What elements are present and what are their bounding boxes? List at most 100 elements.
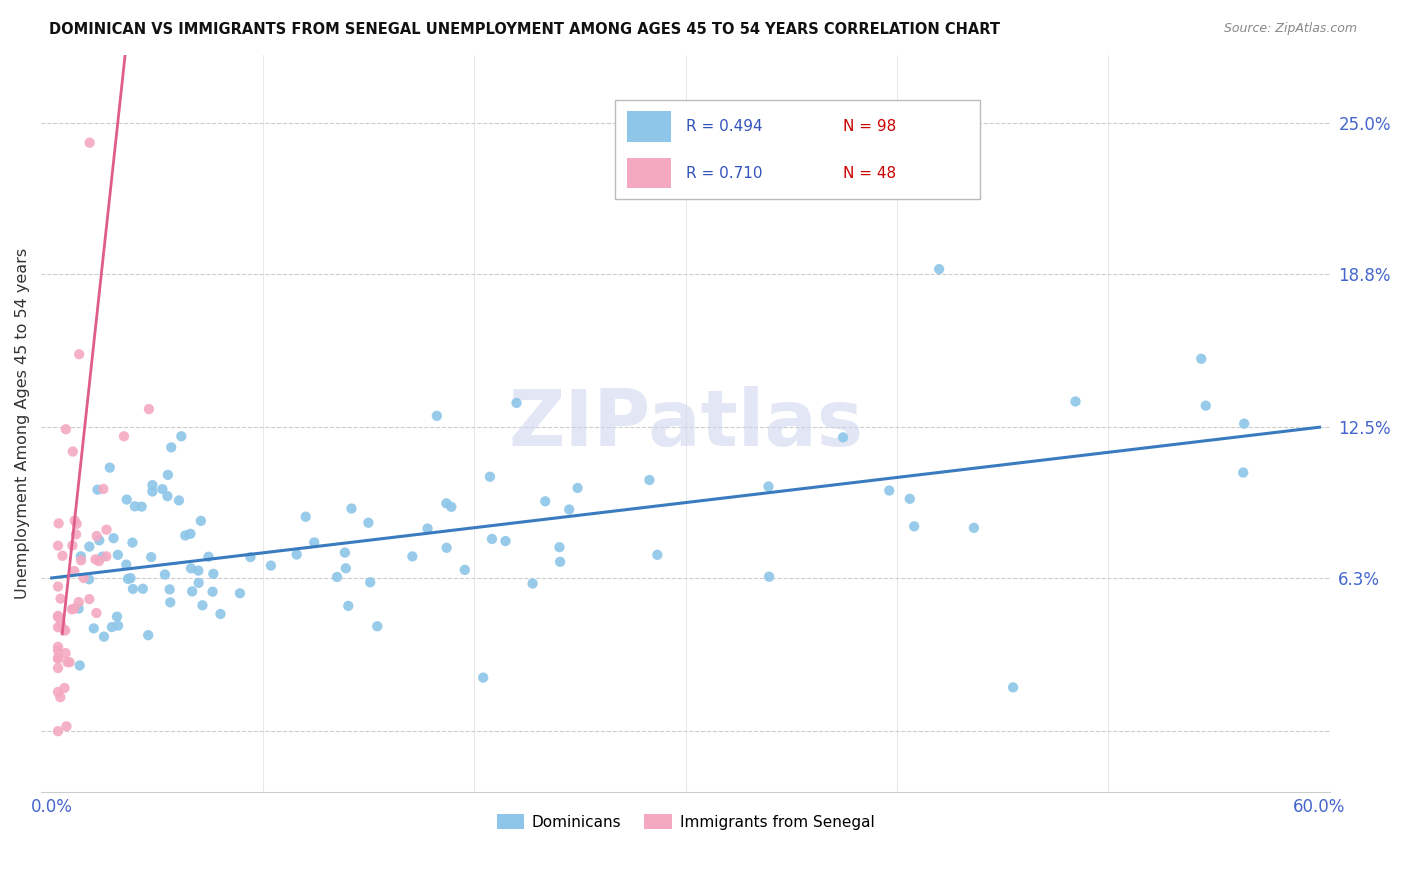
- Point: [326, 570, 349, 584]
- FancyBboxPatch shape: [627, 158, 671, 188]
- Point: [91, 549, 114, 564]
- Point: [1002, 681, 1025, 695]
- Text: ZIPatlas: ZIPatlas: [508, 385, 863, 461]
- Point: [117, 572, 139, 586]
- Point: [963, 521, 986, 535]
- Point: [159, 595, 181, 609]
- Point: [170, 429, 193, 443]
- Point: [49, 690, 72, 705]
- Point: [65, 527, 87, 541]
- Point: [46, 608, 69, 623]
- Point: [73, 571, 96, 585]
- Point: [366, 619, 388, 633]
- Point: [340, 501, 363, 516]
- Point: [96, 549, 118, 564]
- Point: [426, 409, 449, 423]
- Text: N = 98: N = 98: [842, 120, 896, 135]
- Point: [647, 548, 669, 562]
- Point: [416, 522, 439, 536]
- Point: [294, 509, 316, 524]
- Point: [79, 592, 101, 607]
- Point: [89, 533, 111, 548]
- Point: [67, 347, 90, 361]
- Point: [191, 599, 214, 613]
- Text: DOMINICAN VS IMMIGRANTS FROM SENEGAL UNEMPLOYMENT AMONG AGES 45 TO 54 YEARS CORR: DOMINICAN VS IMMIGRANTS FROM SENEGAL UNE…: [49, 22, 1000, 37]
- Point: [131, 500, 153, 514]
- Point: [304, 535, 326, 549]
- Point: [877, 483, 900, 498]
- Point: [197, 549, 219, 564]
- Point: [1195, 399, 1218, 413]
- Point: [136, 628, 159, 642]
- Point: [1232, 466, 1254, 480]
- Point: [138, 402, 160, 417]
- Point: [70, 549, 93, 564]
- Point: [505, 396, 527, 410]
- Point: [46, 640, 69, 654]
- Point: [1189, 351, 1212, 366]
- Point: [83, 621, 105, 635]
- Point: [179, 526, 201, 541]
- Point: [187, 564, 209, 578]
- Point: [96, 523, 118, 537]
- Point: [46, 643, 69, 657]
- Point: [478, 469, 501, 483]
- Point: [832, 430, 855, 444]
- Point: [180, 561, 202, 575]
- Point: [201, 584, 224, 599]
- Point: [103, 531, 125, 545]
- Point: [79, 136, 101, 150]
- Point: [121, 535, 143, 549]
- Point: [333, 545, 356, 559]
- Text: Source: ZipAtlas.com: Source: ZipAtlas.com: [1223, 22, 1357, 36]
- Point: [49, 591, 72, 606]
- Point: [156, 489, 179, 503]
- Point: [49, 617, 72, 632]
- Point: [239, 550, 262, 565]
- Point: [401, 549, 423, 564]
- Text: R = 0.710: R = 0.710: [686, 166, 762, 180]
- Point: [357, 516, 380, 530]
- Point: [112, 429, 135, 443]
- Point: [115, 492, 138, 507]
- Point: [84, 552, 107, 566]
- Point: [56, 655, 79, 669]
- Text: R = 0.494: R = 0.494: [686, 120, 762, 135]
- Point: [434, 496, 457, 510]
- Point: [1233, 417, 1256, 431]
- Text: N = 48: N = 48: [842, 166, 896, 180]
- Point: [159, 582, 181, 597]
- Point: [209, 607, 232, 621]
- Point: [141, 478, 163, 492]
- Point: [120, 571, 142, 585]
- Point: [87, 554, 110, 568]
- Point: [454, 563, 477, 577]
- Point: [229, 586, 252, 600]
- Point: [285, 548, 308, 562]
- Point: [53, 681, 76, 695]
- Point: [359, 575, 381, 590]
- Point: [141, 484, 163, 499]
- Point: [174, 528, 197, 542]
- Point: [55, 422, 77, 436]
- Legend: Dominicans, Immigrants from Senegal: Dominicans, Immigrants from Senegal: [491, 807, 880, 836]
- Point: [495, 534, 517, 549]
- Point: [46, 620, 69, 634]
- Point: [167, 493, 190, 508]
- Point: [46, 724, 69, 739]
- Point: [758, 479, 780, 493]
- Point: [86, 529, 108, 543]
- Point: [86, 483, 108, 497]
- Point: [70, 553, 93, 567]
- Point: [335, 561, 357, 575]
- Point: [67, 595, 90, 609]
- Point: [60, 539, 83, 553]
- Point: [93, 630, 115, 644]
- Point: [1064, 394, 1087, 409]
- Point: [156, 467, 179, 482]
- Point: [202, 566, 225, 581]
- Point: [534, 494, 557, 508]
- Point: [260, 558, 283, 573]
- Point: [51, 549, 73, 563]
- Point: [903, 519, 925, 533]
